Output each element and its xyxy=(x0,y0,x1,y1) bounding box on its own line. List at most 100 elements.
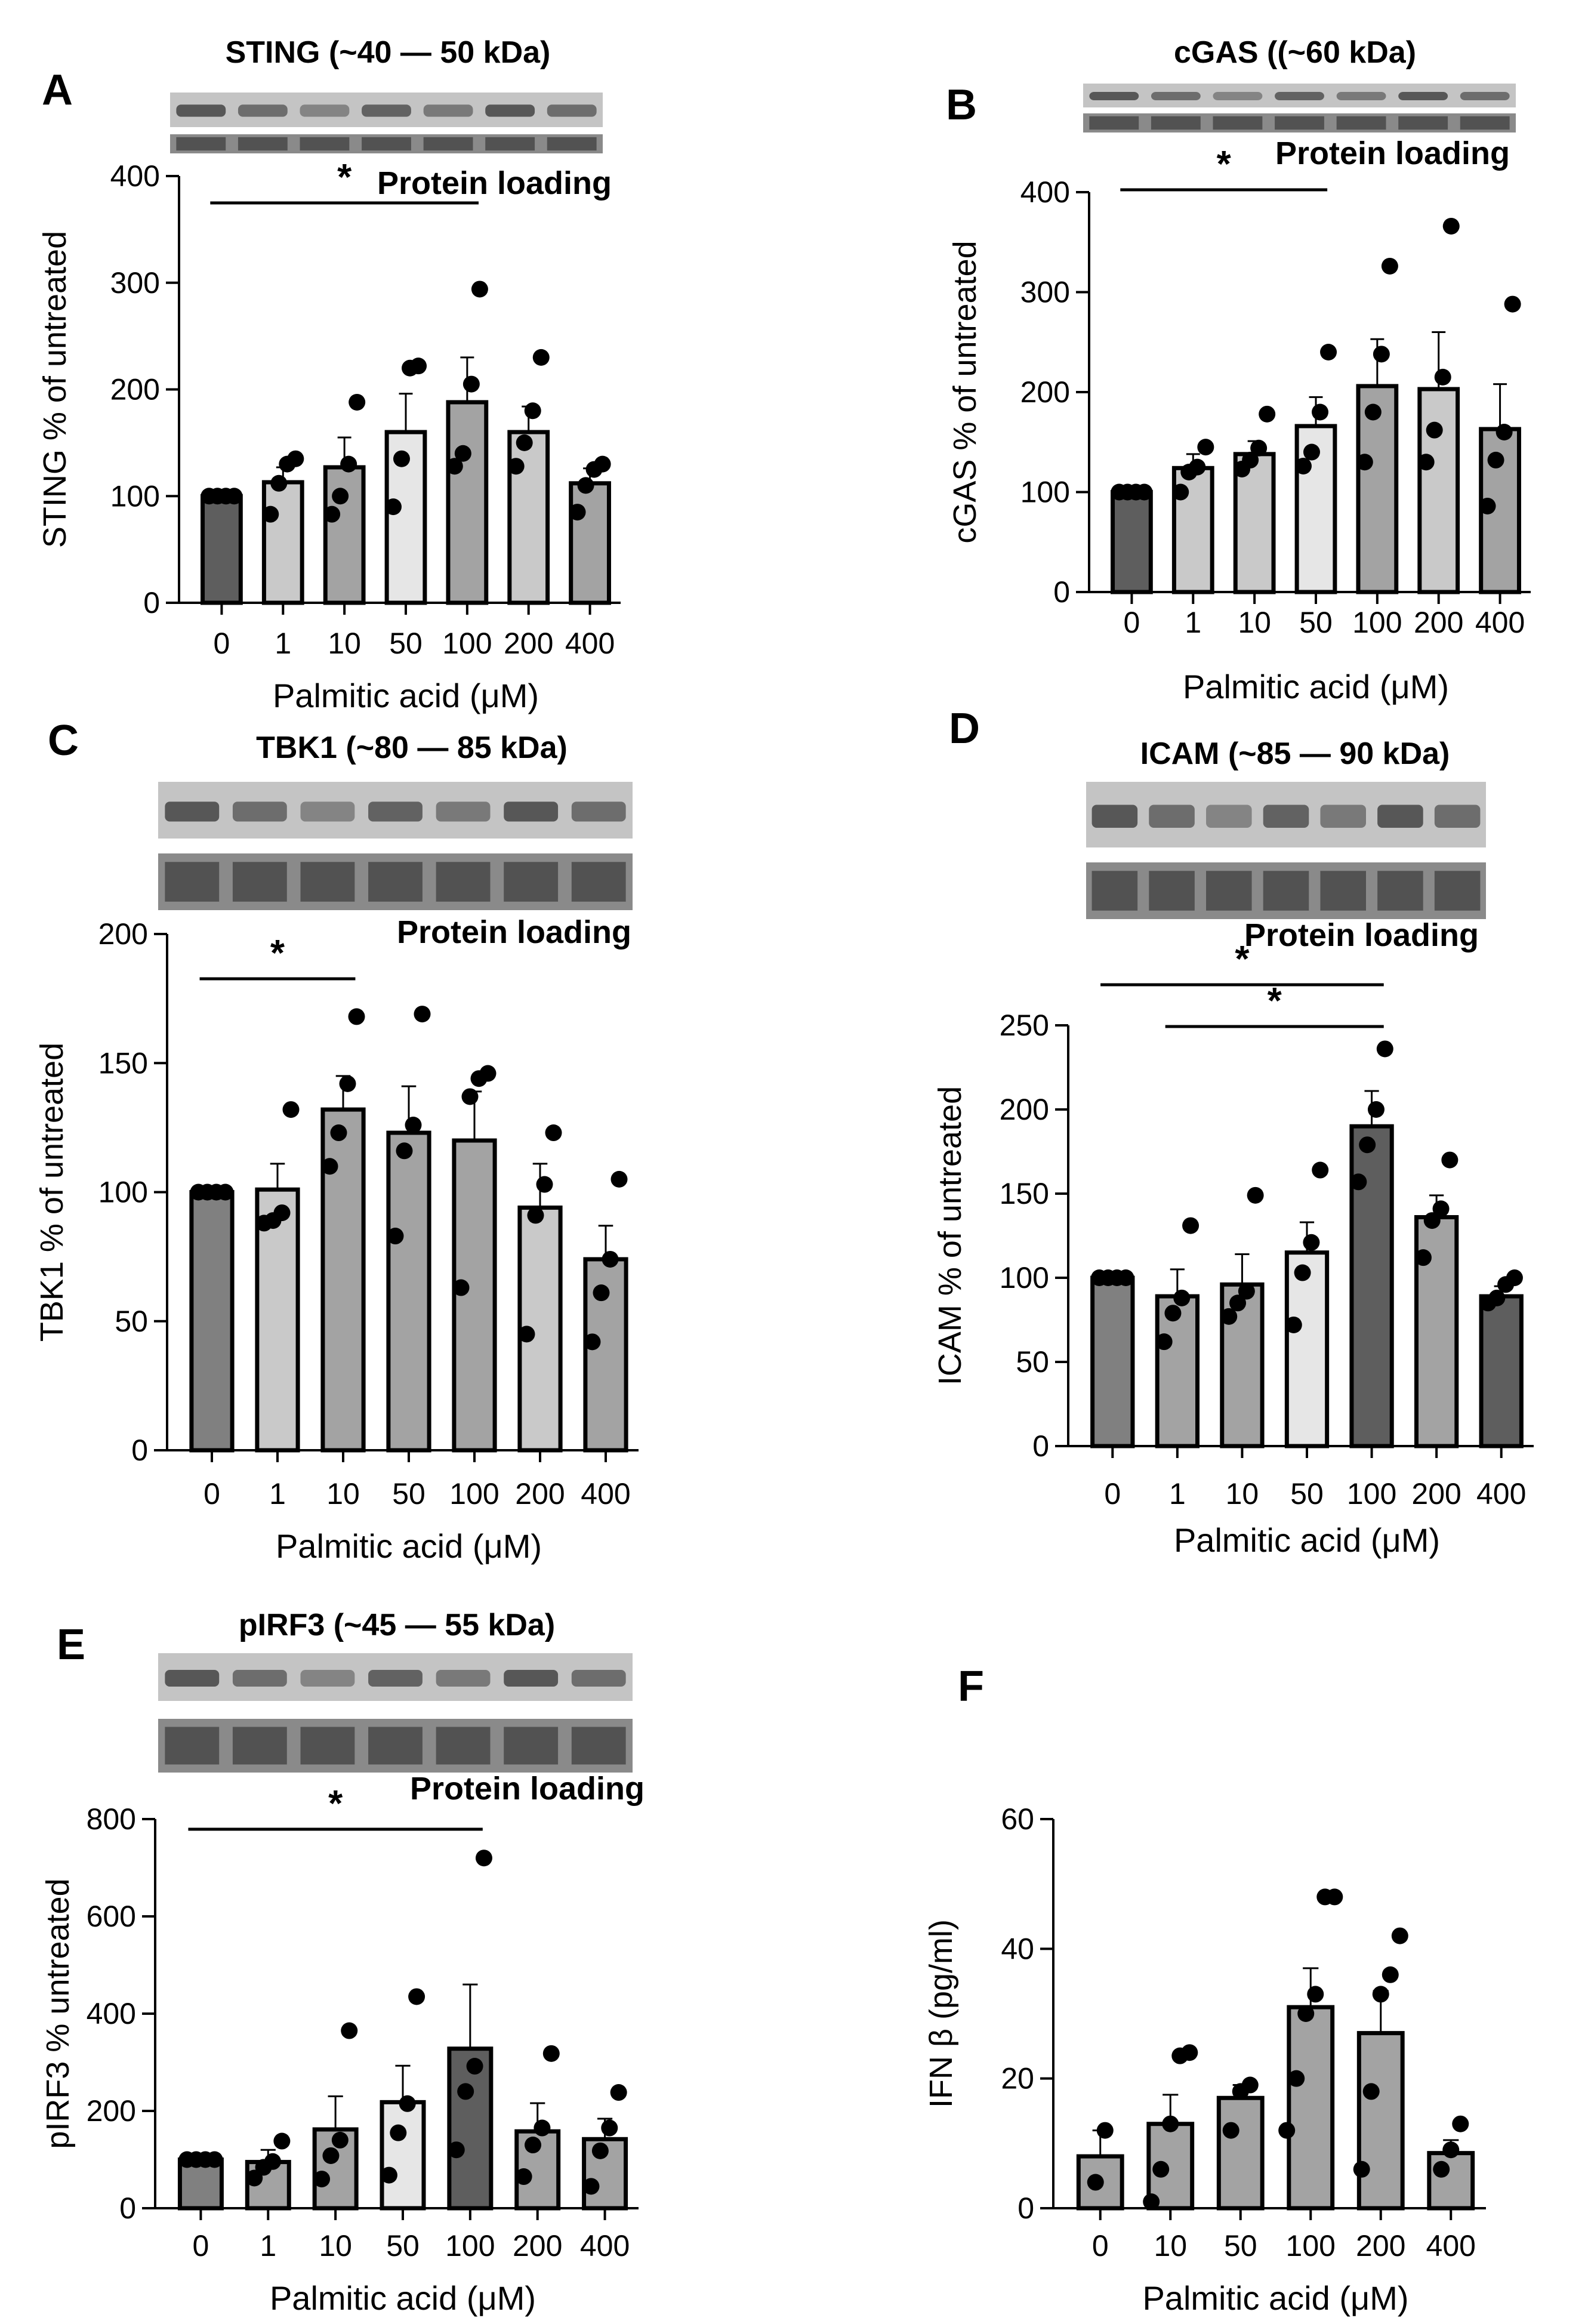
data-point xyxy=(584,1333,601,1351)
y-tick-label: 200 xyxy=(1020,375,1070,409)
data-point xyxy=(1294,1264,1311,1281)
data-point xyxy=(390,2124,407,2141)
loading-blot xyxy=(158,1719,633,1773)
data-point xyxy=(527,1207,544,1224)
loading-band xyxy=(1091,871,1138,911)
loading-band xyxy=(300,1727,355,1765)
x-tick-label: 400 xyxy=(580,2229,630,2263)
target-blot xyxy=(1083,84,1516,107)
data-point xyxy=(591,2142,609,2159)
y-tick-label: 100 xyxy=(1020,476,1070,509)
data-point xyxy=(601,2119,618,2137)
target-blot xyxy=(170,93,603,127)
bar xyxy=(386,1130,431,1453)
data-point xyxy=(410,357,427,375)
data-point xyxy=(466,2058,483,2075)
blot-band xyxy=(504,802,559,822)
loading-band xyxy=(1275,116,1324,130)
loading-band xyxy=(504,1727,559,1765)
panel-letter: D xyxy=(949,705,980,753)
loading-band xyxy=(485,137,535,151)
data-point xyxy=(1452,2115,1469,2132)
data-point xyxy=(461,1088,479,1105)
loading-band xyxy=(1460,116,1510,130)
x-tick-label: 50 xyxy=(1299,606,1333,639)
loading-band xyxy=(547,137,597,151)
data-point xyxy=(569,504,586,521)
data-point xyxy=(330,1124,347,1142)
blot-band xyxy=(423,104,473,117)
x-tick-label: 0 xyxy=(214,627,230,660)
loading-band xyxy=(1089,116,1139,130)
loading-band xyxy=(300,862,355,902)
x-tick-label: 100 xyxy=(1352,606,1402,639)
data-point xyxy=(1172,483,1189,501)
data-point xyxy=(321,1158,338,1175)
data-point xyxy=(1504,295,1521,313)
data-point xyxy=(536,1176,553,1193)
data-point xyxy=(1432,1200,1450,1218)
loading-band xyxy=(504,862,559,902)
blot-band xyxy=(1263,805,1309,828)
loading-blot xyxy=(1083,113,1516,132)
data-point xyxy=(1353,2160,1370,2178)
x-axis-label: Palmitic acid (μM) xyxy=(1142,2279,1408,2317)
data-point xyxy=(1222,2122,1239,2139)
panel-letter: A xyxy=(42,66,73,114)
loading-band xyxy=(362,137,411,151)
data-point xyxy=(1294,457,1312,474)
y-tick-label: 0 xyxy=(131,1434,148,1467)
y-tick-label: 50 xyxy=(115,1305,148,1338)
data-point xyxy=(1096,2122,1114,2139)
data-point xyxy=(1173,1289,1191,1306)
x-axis-label: Palmitic acid (μM) xyxy=(276,1527,542,1565)
blot-band xyxy=(571,802,626,822)
data-point xyxy=(1359,1136,1376,1154)
data-point xyxy=(1136,483,1153,501)
data-point xyxy=(1181,2044,1198,2061)
blot-band xyxy=(1213,92,1263,100)
blot-band xyxy=(1377,805,1423,828)
blot-band xyxy=(1089,92,1139,100)
y-axis-label: pIRF3 % untreated xyxy=(40,1878,76,2149)
data-point xyxy=(1312,1161,1329,1179)
data-point xyxy=(1143,2193,1160,2211)
data-point xyxy=(1117,1269,1134,1286)
data-point xyxy=(532,349,550,366)
blot-band xyxy=(1460,92,1510,100)
blot-band xyxy=(232,802,287,822)
loading-band xyxy=(423,137,473,151)
data-point xyxy=(1238,1283,1255,1300)
data-point xyxy=(1242,451,1259,469)
loading-band xyxy=(571,1727,626,1765)
x-tick-label: 200 xyxy=(1356,2229,1405,2263)
y-axis-label: TBK1 % of untreated xyxy=(34,1043,70,1342)
bar xyxy=(446,400,489,605)
data-point xyxy=(457,2083,474,2100)
data-point xyxy=(1303,1234,1320,1251)
x-tick-label: 400 xyxy=(1476,1477,1526,1511)
data-point xyxy=(1247,1186,1264,1204)
data-point xyxy=(1278,2122,1296,2139)
data-point xyxy=(515,2168,532,2186)
data-point xyxy=(1307,1986,1324,2003)
data-point xyxy=(1288,2070,1305,2087)
x-tick-label: 50 xyxy=(1290,1477,1324,1511)
loading-band xyxy=(300,137,350,151)
data-point xyxy=(1326,1888,1343,1906)
data-point xyxy=(322,2147,340,2164)
bar xyxy=(1287,2005,1335,2211)
data-point xyxy=(1297,2005,1315,2022)
data-point xyxy=(525,2137,542,2154)
x-axis-label: Palmitic acid (μM) xyxy=(1174,1521,1440,1559)
data-point xyxy=(593,1284,610,1302)
data-point xyxy=(414,1006,431,1023)
x-tick-label: 0 xyxy=(1104,1477,1121,1511)
data-point xyxy=(448,2141,465,2159)
protein-loading-label: Protein loading xyxy=(1244,917,1479,953)
blot-band xyxy=(1206,805,1252,828)
loading-band xyxy=(1149,871,1195,911)
blot-band xyxy=(238,104,288,117)
data-point xyxy=(1496,424,1513,440)
